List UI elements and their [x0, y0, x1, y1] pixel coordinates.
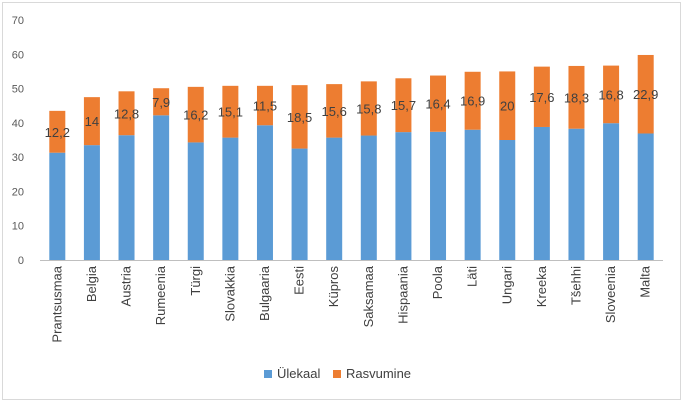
bar-ulekaal — [430, 131, 447, 260]
category-label: Belgia — [84, 265, 99, 302]
bar-ulekaal — [533, 126, 550, 260]
y-tick-label: 50 — [12, 84, 24, 96]
category-label: Kreeka — [534, 265, 549, 307]
y-tick-label: 10 — [12, 221, 24, 233]
category-label: Prantsusmaa — [49, 265, 64, 342]
data-label: 11,5 — [253, 99, 277, 114]
bar-rasvumine — [568, 65, 585, 129]
bar-ulekaal — [187, 142, 204, 260]
y-tick-label: 40 — [12, 118, 24, 130]
bar-ulekaal — [118, 135, 135, 260]
data-label: 15,8 — [356, 101, 381, 116]
bar-ulekaal — [256, 125, 273, 260]
bar-ulekaal — [360, 135, 377, 260]
category-label: Austria — [119, 265, 134, 306]
category-label: Rumeenia — [153, 265, 168, 325]
category-label: Poola — [430, 265, 445, 299]
bar-rasvumine — [533, 66, 550, 127]
category-labels-group: Prantsusmaa Belgia Austria Rumeenia Türgi Slo… — [49, 265, 652, 342]
data-label: 16,2 — [183, 108, 208, 123]
data-label: 14 — [85, 114, 99, 129]
category-label: Hispaania — [395, 265, 410, 324]
category-label: Türgi — [188, 266, 203, 296]
y-tick-label: 20 — [12, 186, 24, 198]
legend-swatch — [333, 370, 341, 378]
data-label: 18,3 — [564, 90, 589, 105]
bar-ulekaal — [222, 137, 239, 260]
data-label: 16,9 — [460, 94, 485, 109]
legend-label: Ülekaal — [277, 366, 320, 381]
y-tick-label: 30 — [12, 152, 24, 164]
bar-rasvumine — [637, 54, 654, 134]
legend: Ülekaal Rasvumine — [264, 366, 411, 381]
bar-ulekaal — [464, 129, 481, 260]
bar-rasvumine — [153, 88, 170, 116]
bar-rasvumine — [395, 78, 412, 133]
bar-rasvumine — [430, 75, 447, 132]
bar-rasvumine — [291, 85, 308, 149]
category-label: Läti — [465, 266, 480, 287]
bar-ulekaal — [49, 152, 66, 260]
y-tick-label: 70 — [12, 15, 24, 27]
bar-rasvumine — [187, 86, 204, 143]
category-label: Ungari — [499, 266, 514, 304]
bar-rasvumine — [83, 97, 100, 146]
category-label: Tšehhi — [568, 266, 583, 305]
data-label: 16,4 — [425, 97, 450, 112]
bars-group — [49, 54, 654, 260]
bar-rasvumine — [499, 71, 516, 140]
bar-ulekaal — [499, 140, 516, 260]
bar-rasvumine — [603, 65, 620, 124]
category-label: Küpros — [326, 266, 341, 308]
data-label: 15,1 — [218, 105, 243, 120]
data-label: 7,9 — [152, 95, 170, 110]
bar-ulekaal — [568, 128, 585, 260]
data-label: 15,7 — [391, 98, 416, 113]
category-label: Malta — [638, 265, 653, 298]
y-tick-label: 60 — [12, 49, 24, 61]
bar-rasvumine — [360, 81, 377, 136]
data-label: 20 — [500, 99, 514, 114]
data-label: 15,6 — [322, 104, 347, 119]
y-axis-ticks: 0 10 20 30 40 50 60 70 — [12, 15, 24, 267]
data-label: 16,8 — [598, 87, 623, 102]
data-labels-group: 12,2 14 12,8 7,9 16,2 15,1 11,5 18,5 15,6 15,8 15,… — [45, 87, 659, 140]
bar-ulekaal — [83, 145, 100, 260]
bar-rasvumine — [118, 91, 135, 136]
bar-ulekaal — [153, 115, 170, 260]
data-label: 12,2 — [45, 125, 70, 140]
data-label: 17,6 — [529, 90, 554, 105]
bar-rasvumine — [464, 71, 481, 130]
y-tick-label: 0 — [18, 255, 24, 267]
bar-rasvumine — [326, 84, 343, 138]
category-label: Bulgaaria — [257, 265, 272, 321]
bar-ulekaal — [395, 132, 412, 260]
data-label: 22,9 — [633, 87, 658, 102]
category-label: Sloveenia — [603, 265, 618, 323]
bar-ulekaal — [291, 148, 308, 260]
bar-rasvumine — [256, 85, 273, 126]
legend-swatch — [264, 370, 272, 378]
bar-ulekaal — [603, 123, 620, 260]
category-label: Saksamaa — [361, 265, 376, 327]
category-label: Slovakkia — [222, 265, 237, 321]
bar-rasvumine — [49, 110, 66, 153]
bar-rasvumine — [222, 85, 239, 138]
data-label: 18,5 — [287, 110, 312, 125]
category-label: Eesti — [292, 266, 307, 295]
bar-ulekaal — [637, 133, 654, 260]
legend-label: Rasvumine — [346, 366, 411, 381]
data-label: 12,8 — [114, 106, 139, 121]
bar-ulekaal — [326, 137, 343, 260]
